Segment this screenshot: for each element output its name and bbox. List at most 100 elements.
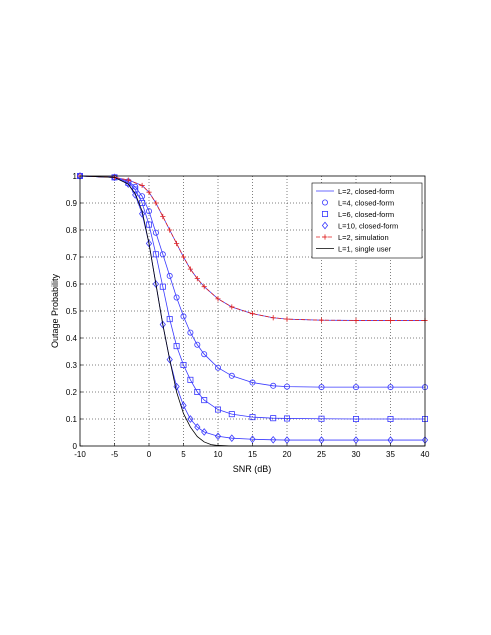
legend-label: L=1, single user: [338, 244, 392, 253]
data-point: [270, 435, 277, 444]
data-point: [173, 294, 180, 301]
data-point: [139, 193, 146, 200]
data-point: [145, 208, 152, 215]
data-point: [146, 189, 152, 195]
data-point: [180, 361, 187, 368]
data-point: [249, 379, 256, 386]
legend-label: L=6, closed-form: [338, 210, 394, 219]
data-point: [194, 276, 200, 282]
data-point: [160, 213, 166, 220]
ticks: -10 -5 0 5 10 15 20 25 30 35 40 0 0.1 0.2 0.3 0.4 0.5 0.6…: [66, 172, 430, 459]
x-tick-label: 25: [317, 450, 326, 459]
y-tick-label: 0.3: [66, 361, 78, 370]
data-point: [249, 414, 256, 421]
legend-box: [311, 182, 423, 259]
data-point: [187, 329, 194, 336]
y-tick-label: 0.1: [66, 415, 78, 424]
data-point: [352, 384, 359, 391]
data-point: [201, 284, 207, 290]
data-point: [321, 199, 328, 206]
data-point: [387, 317, 394, 324]
y-tick-label: 0.8: [66, 226, 78, 235]
data-point: [166, 316, 173, 323]
data-point: [166, 355, 173, 364]
data-point: [270, 315, 276, 321]
x-tick-label: 5: [181, 450, 186, 459]
data-point: [159, 283, 166, 290]
data-point: [180, 401, 187, 410]
y-axis-label: Outage Probability: [50, 273, 60, 348]
data-point: [138, 209, 146, 218]
x-tick-label: 10: [214, 450, 223, 459]
legend-entry: L=10, closed-form: [321, 221, 398, 230]
data-point: [194, 341, 201, 348]
data-point: [139, 199, 146, 206]
y-tick-label: 0: [73, 442, 78, 451]
data-point: [387, 384, 394, 391]
data-point: [249, 435, 256, 444]
data-point: [152, 229, 159, 236]
x-tick-label: 15: [248, 450, 257, 459]
legend-label: L=10, closed-form: [338, 221, 398, 230]
data-point: [159, 251, 166, 258]
data-point: [353, 317, 359, 324]
legend-label: L=2, closed-form: [338, 187, 394, 196]
data-point: [125, 177, 131, 183]
data-point: [201, 351, 208, 358]
x-tick-label: 40: [421, 450, 430, 459]
data-point: [180, 254, 187, 260]
series: [77, 173, 428, 324]
data-point: [194, 423, 201, 431]
data-point: [321, 221, 329, 230]
data-point: [194, 388, 201, 395]
legend-entry: L=4, closed-form: [321, 198, 394, 207]
data-point: [214, 432, 222, 441]
data-point: [214, 364, 221, 371]
data-point: [173, 343, 180, 350]
data-point: [166, 272, 173, 279]
data-point: [152, 251, 159, 258]
data-point: [228, 434, 235, 443]
data-point: [145, 239, 153, 248]
x-tick-label: 20: [283, 450, 292, 459]
data-point: [228, 411, 235, 418]
data-point: [352, 415, 359, 422]
y-tick-label: 0.7: [66, 253, 78, 262]
x-tick-label: 30: [352, 450, 361, 459]
data-point: [229, 304, 235, 310]
series: [76, 172, 429, 444]
data-point: [152, 280, 160, 288]
y-tick-label: 0.2: [66, 388, 78, 397]
series-line: [79, 175, 425, 321]
data-point: [187, 415, 194, 423]
y-tick-label: 0.5: [66, 307, 78, 316]
data-point: [283, 383, 290, 390]
data-point: [322, 234, 328, 240]
legend-entry: L=2, simulation: [316, 233, 389, 242]
legend-entry: L=1, single user: [316, 244, 392, 253]
x-tick-label: 35: [386, 450, 395, 459]
data-point: [270, 415, 277, 422]
data-point: [180, 313, 187, 320]
x-tick-label: 0: [147, 450, 152, 459]
data-point: [321, 210, 328, 217]
y-tick-label: 0.9: [66, 199, 78, 208]
series: [77, 172, 428, 422]
series-line: [79, 175, 425, 388]
data-point: [174, 240, 180, 247]
data-point: [145, 221, 152, 228]
series-layer: [76, 172, 429, 447]
y-tick-label: 0.6: [66, 280, 78, 289]
data-point: [318, 384, 325, 391]
x-axis-label: SNR (dB): [233, 464, 272, 474]
data-point: [167, 227, 173, 233]
x-tick-label: -10: [74, 450, 86, 459]
series-line: [79, 175, 425, 420]
data-point: [153, 200, 159, 206]
legend: L=2, closed-form L=4, closed-form L=6, clo…: [311, 182, 423, 259]
data-point: [215, 296, 221, 302]
legend-entry: L=2, closed-form: [316, 187, 394, 196]
series-line: [79, 175, 425, 441]
x-tick-label: -5: [111, 450, 119, 459]
data-point: [214, 406, 221, 413]
